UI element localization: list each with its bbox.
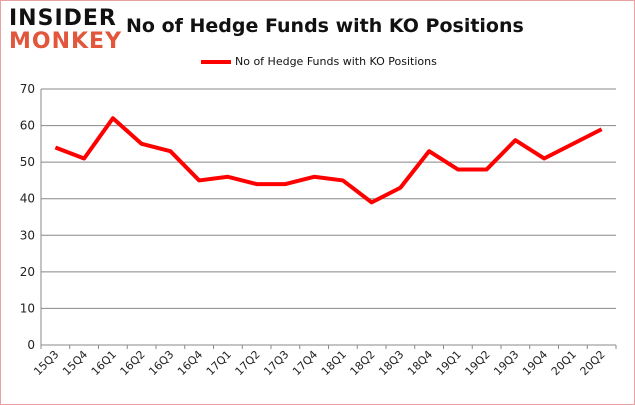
y-tick-label: 10 — [20, 301, 35, 315]
x-tick-label: 18Q4 — [405, 348, 435, 378]
legend-swatch — [201, 59, 231, 64]
x-tick-label: 16Q1 — [89, 348, 119, 378]
x-tick-label: 20Q1 — [549, 348, 579, 378]
y-tick-label: 30 — [20, 228, 35, 242]
x-tick-label: 18Q2 — [348, 348, 378, 378]
x-tick-label: 16Q4 — [175, 348, 205, 378]
x-tick-label: 15Q4 — [60, 348, 90, 378]
y-tick-label: 40 — [20, 192, 35, 206]
series-line — [54, 116, 603, 205]
x-tick-label: 15Q3 — [31, 348, 61, 378]
x-tick-label: 17Q4 — [290, 348, 320, 378]
x-tick-label: 17Q1 — [204, 348, 234, 378]
x-tick-label: 17Q3 — [261, 348, 291, 378]
y-tick-label: 60 — [20, 119, 35, 133]
legend-label: No of Hedge Funds with KO Positions — [235, 55, 437, 68]
logo-line1: INSIDER — [9, 6, 117, 31]
x-tick-label: 19Q3 — [491, 348, 521, 378]
x-tick-label: 17Q2 — [233, 348, 263, 378]
y-tick-label: 0 — [27, 338, 35, 352]
x-tick-label: 19Q2 — [463, 348, 493, 378]
y-tick-label: 50 — [20, 155, 35, 169]
x-tick-label: 19Q4 — [520, 348, 550, 378]
x-tick-label: 18Q1 — [319, 348, 349, 378]
insider-monkey-logo: INSIDER MONKEY — [9, 7, 122, 53]
legend: No of Hedge Funds with KO Positions — [201, 55, 437, 68]
y-tick-label: 70 — [20, 82, 35, 96]
y-tick-label: 20 — [20, 265, 35, 279]
x-tick-label: 16Q3 — [146, 348, 176, 378]
logo-line2: MONKEY — [9, 29, 123, 54]
chart-title: No of Hedge Funds with KO Positions — [126, 15, 524, 37]
x-tick-label: 16Q2 — [118, 348, 148, 378]
x-tick-label: 20Q2 — [578, 348, 608, 378]
x-tick-label: 18Q3 — [376, 348, 406, 378]
x-tick-label: 19Q1 — [434, 348, 464, 378]
